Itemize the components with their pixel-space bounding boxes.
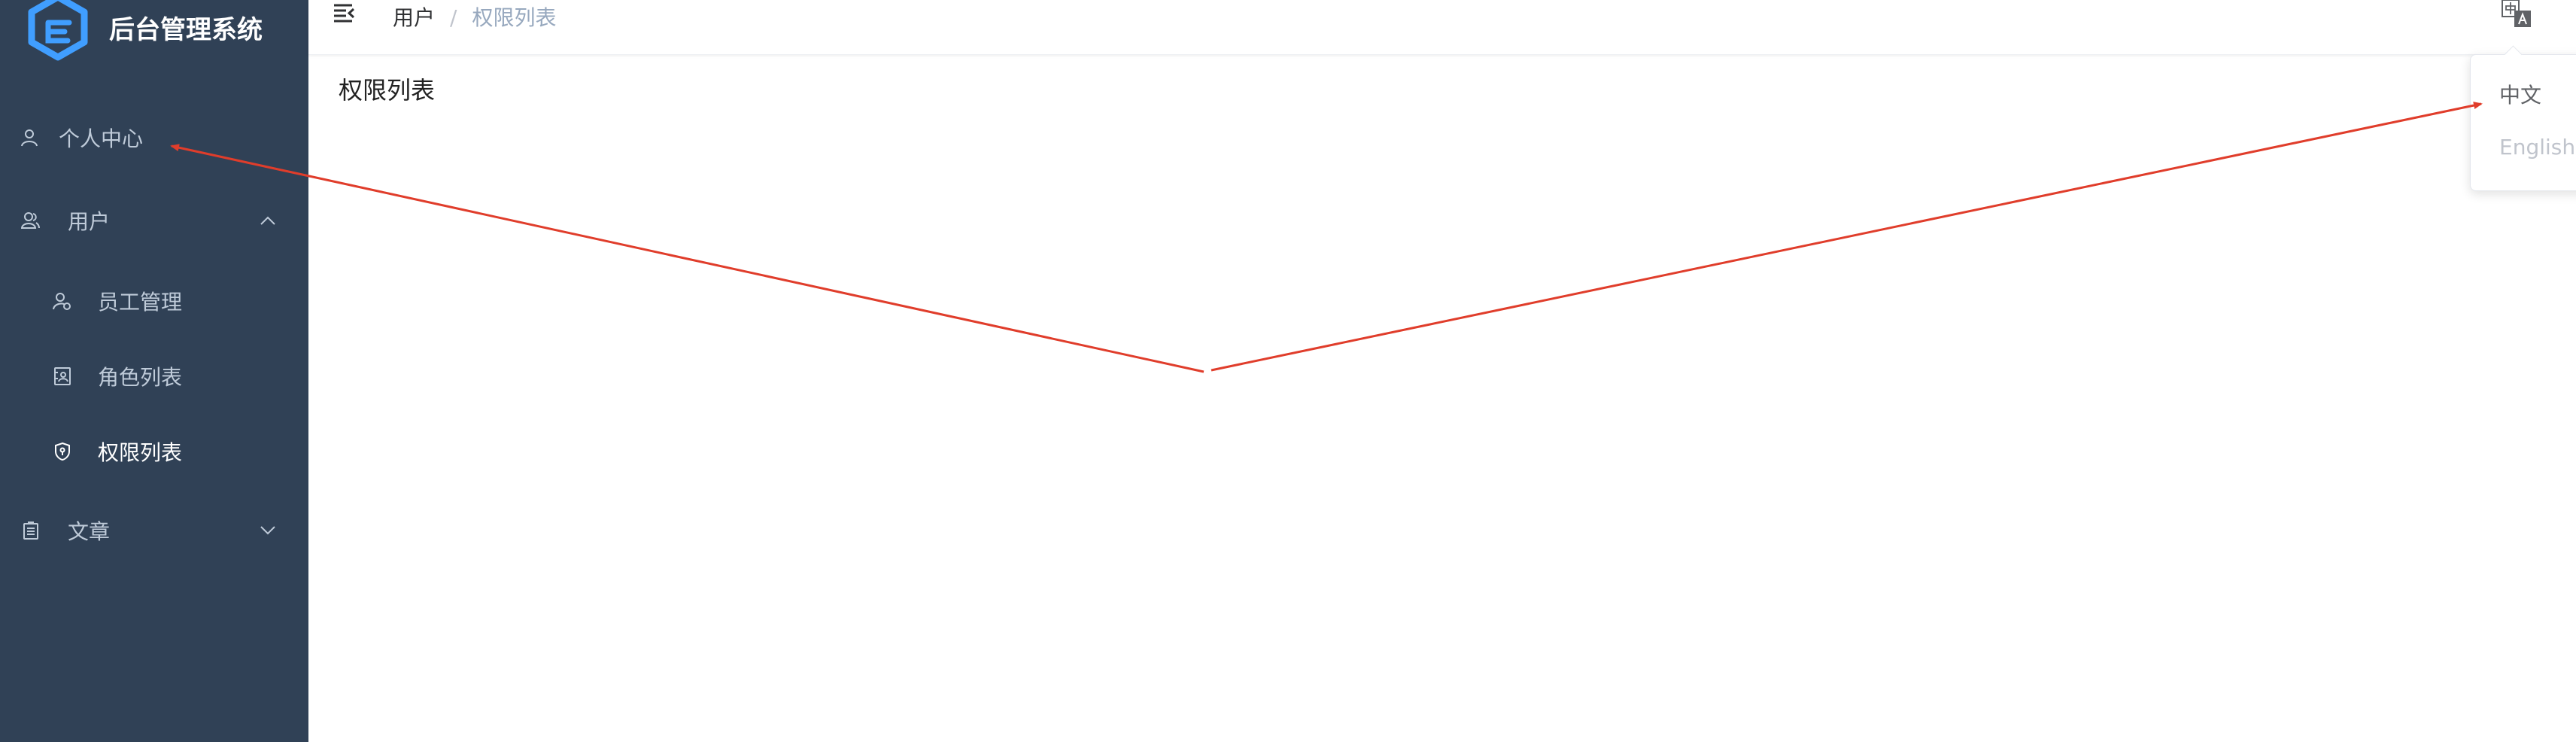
- app-title: 后台管理系统: [109, 15, 263, 45]
- shield-icon: [55, 442, 70, 461]
- sidebar-item-users[interactable]: 用户: [0, 187, 308, 254]
- breadcrumb-separator: /: [450, 5, 457, 30]
- sidebar-item-label: 权限列表: [98, 440, 183, 465]
- sidebar-item-label: 文章: [68, 519, 111, 544]
- sidebar: 后台管理系统 个人中心 用户 员工管理: [0, 0, 308, 742]
- breadcrumb-item-current: 权限列表: [472, 5, 557, 30]
- user-settings-icon: [53, 293, 71, 310]
- sidebar-item-profile[interactable]: 个人中心: [0, 104, 308, 172]
- id-card-icon: [54, 367, 71, 385]
- sidebar-item-permissions[interactable]: 权限列表: [0, 418, 308, 485]
- language-dropdown: 中文 English: [2470, 54, 2576, 191]
- sidebar-item-label: 角色列表: [98, 365, 183, 390]
- page-title: 权限列表: [339, 76, 436, 105]
- hexagon-logo-icon: [28, 0, 88, 61]
- sidebar-item-label: 个人中心: [59, 126, 144, 151]
- sidebar-item-label: 员工管理: [98, 290, 183, 315]
- chevron-down-icon[interactable]: [260, 525, 276, 536]
- sidebar-item-roles[interactable]: 角色列表: [0, 342, 308, 410]
- language-option-chinese[interactable]: 中文: [2499, 83, 2542, 108]
- hamburger-icon[interactable]: [333, 2, 355, 24]
- sidebar-item-articles[interactable]: 文章: [0, 497, 308, 564]
- language-option-english: English: [2499, 135, 2576, 160]
- sidebar-item-staff[interactable]: 员工管理: [0, 267, 308, 335]
- breadcrumb: 用户 / 权限列表: [393, 2, 556, 32]
- user-icon: [21, 129, 38, 147]
- top-navbar: 用户 / 权限列表: [308, 0, 2576, 55]
- annotation-arrow-left: [170, 144, 1204, 373]
- users-icon: [21, 212, 40, 229]
- sidebar-item-label: 用户: [68, 209, 111, 234]
- annotation-arrow-right: [1211, 102, 2483, 372]
- breadcrumb-item-users[interactable]: 用户: [393, 5, 436, 30]
- translate-icon[interactable]: [2501, 0, 2534, 30]
- document-icon: [23, 522, 38, 540]
- chevron-up-icon[interactable]: [260, 215, 276, 226]
